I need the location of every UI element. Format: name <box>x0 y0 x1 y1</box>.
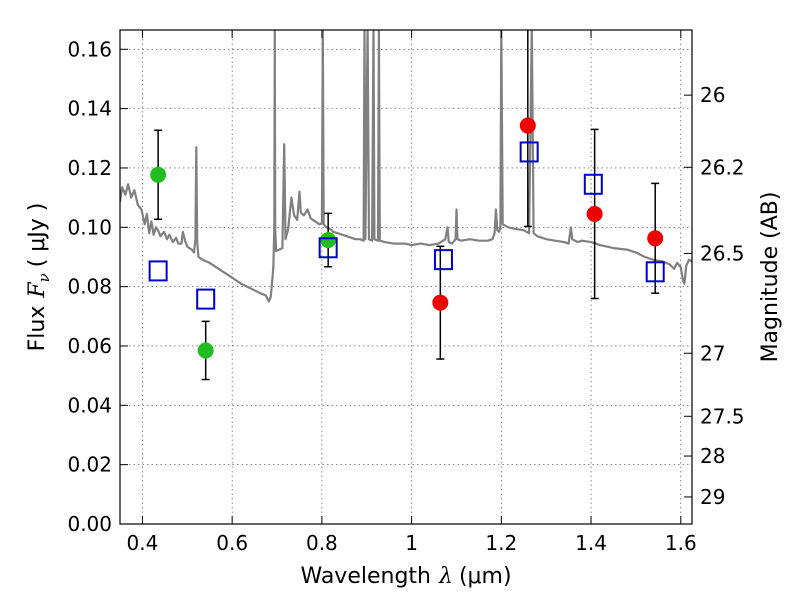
model-point <box>148 260 168 282</box>
plot-frame <box>119 29 693 525</box>
x-tick-label: 1.4 <box>575 531 607 555</box>
y-axis-title: Flux Fν ( μJy ) <box>25 203 53 352</box>
x-tick-label: 0.4 <box>127 531 159 555</box>
y2-tick-label: 29 <box>700 485 725 509</box>
plot-background <box>120 30 692 524</box>
model-spectrum <box>120 30 692 303</box>
data-point <box>647 230 664 247</box>
x-axis-label: Wavelength <box>300 564 431 589</box>
data-point <box>519 117 536 134</box>
spectrum-line <box>120 30 692 303</box>
data-point <box>432 294 449 311</box>
y2-tick-label: 27 <box>700 341 725 365</box>
model-point <box>519 141 539 163</box>
y2-tick-label: 26 <box>700 83 725 107</box>
x-axis-title: Wavelength λ (μm) <box>300 564 511 589</box>
y-axis-symbol: F <box>25 282 50 299</box>
model-point <box>583 173 603 195</box>
y2-tick-label: 26.2 <box>700 155 745 179</box>
y-tick-label: 0.10 <box>67 215 112 239</box>
axis-ticks: 0.4 0.6 0.8 1 1.2 1.4 1.6 0.00 0.02 0.04 0.06 0.08 0… <box>67 30 745 555</box>
x-tick-label: 1.6 <box>665 531 697 555</box>
y2-tick-label: 27.5 <box>700 404 745 428</box>
y-tick-label: 0.16 <box>67 37 112 61</box>
y-tick-label: 0.12 <box>67 156 112 180</box>
y-axis-subscript: ν <box>35 273 53 282</box>
data-point <box>320 232 337 249</box>
y2-tick-label: 28 <box>700 444 725 468</box>
y-tick-label: 0.02 <box>67 453 112 477</box>
model-point <box>318 237 338 259</box>
x-tick-label: 0.8 <box>306 531 338 555</box>
x-axis-symbol: λ <box>438 564 453 589</box>
data-point <box>150 166 167 183</box>
model-point <box>645 261 665 283</box>
data-point <box>197 342 214 359</box>
x-axis-unit: (μm) <box>459 564 512 589</box>
x-tick-label: 1 <box>405 531 418 555</box>
x-tick-label: 0.6 <box>216 531 248 555</box>
data-points <box>148 30 665 381</box>
y-tick-label: 0.08 <box>67 275 112 299</box>
y-tick-label: 0.04 <box>67 393 112 417</box>
y-tick-label: 0.14 <box>67 97 112 121</box>
y-tick-label: 0.00 <box>67 512 112 536</box>
y-tick-label: 0.06 <box>67 334 112 358</box>
y2-tick-label: 26.5 <box>700 241 745 265</box>
y-axis-unit: ( μJy ) <box>25 203 50 268</box>
data-point <box>586 205 603 222</box>
y2-axis-title: Magnitude (AB) <box>758 192 783 363</box>
model-point <box>433 249 453 271</box>
model-point <box>196 288 216 310</box>
x-tick-label: 1.2 <box>485 531 517 555</box>
y-axis-label: Flux <box>25 306 50 352</box>
